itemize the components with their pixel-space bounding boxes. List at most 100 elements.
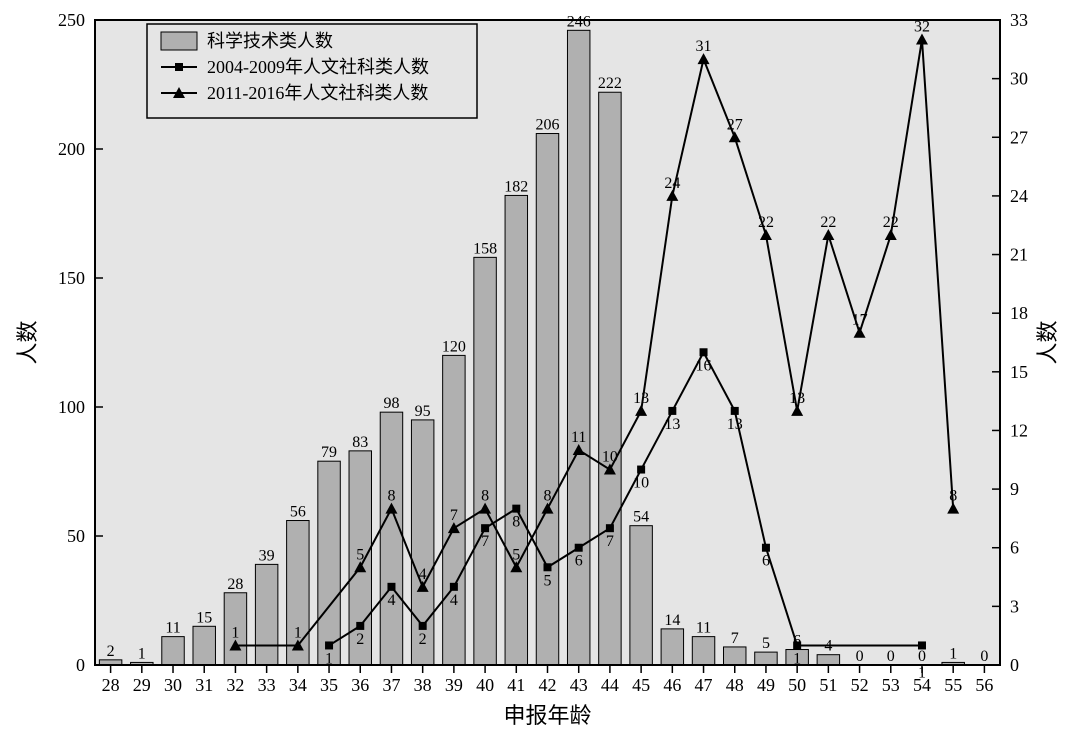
x-tick-label: 53: [882, 675, 900, 695]
bar-label: 0: [887, 648, 895, 665]
bar-label: 14: [664, 612, 680, 629]
bar: [817, 655, 839, 665]
line-point-label: 13: [664, 416, 680, 433]
line-point-label: 1: [793, 650, 801, 667]
line-point-label: 8: [481, 488, 489, 505]
bar-label: 0: [856, 648, 864, 665]
bar-label: 182: [504, 178, 528, 195]
legend-label: 2011-2016年人文社科类人数: [207, 83, 428, 103]
square-marker: [387, 583, 395, 591]
line-point-label: 2: [356, 631, 364, 648]
bar-label: 120: [442, 338, 466, 355]
x-tick-label: 48: [726, 675, 744, 695]
bar-label: 39: [259, 547, 275, 564]
line-point-label: 13: [633, 390, 649, 407]
y-right-tick-label: 27: [1010, 127, 1028, 147]
line-point-label: 10: [602, 449, 618, 466]
x-tick-label: 49: [757, 675, 775, 695]
y-right-tick-label: 21: [1010, 245, 1028, 265]
y-right-axis-label: 人数: [1035, 320, 1060, 364]
bar: [193, 626, 215, 665]
legend-label: 科学技术类人数: [207, 31, 333, 51]
x-tick-label: 29: [133, 675, 151, 695]
bar-label: 246: [567, 13, 591, 30]
x-tick-label: 40: [476, 675, 494, 695]
bar-label: 1: [949, 645, 957, 662]
y-right-tick-label: 6: [1010, 538, 1019, 558]
x-tick-label: 55: [944, 675, 962, 695]
y-right-tick-label: 3: [1010, 596, 1019, 616]
line-point-label: 1: [325, 650, 333, 667]
y-right-tick-label: 24: [1010, 186, 1028, 206]
line-point-label: 11: [571, 429, 586, 446]
line-point-label: 32: [914, 19, 930, 36]
bar: [630, 526, 652, 665]
y-right-tick-label: 30: [1010, 69, 1028, 89]
y-right-tick-label: 33: [1010, 10, 1028, 30]
line-point-label: 22: [758, 214, 774, 231]
x-tick-label: 35: [320, 675, 338, 695]
bar: [318, 461, 340, 665]
chart-container: 2111152839567983989512015818220624622254…: [0, 0, 1080, 750]
x-tick-label: 33: [258, 675, 276, 695]
bar-label: 15: [196, 609, 212, 626]
square-marker: [918, 641, 926, 649]
line-point-label: 16: [696, 357, 712, 374]
line-point-label: 5: [356, 546, 364, 563]
bar: [661, 629, 683, 665]
bar-label: 11: [165, 620, 180, 637]
line-point-label: 13: [727, 416, 743, 433]
bar: [505, 195, 527, 665]
x-tick-label: 38: [414, 675, 432, 695]
square-marker: [481, 524, 489, 532]
bar: [692, 637, 714, 665]
line-point-label: 6: [575, 553, 583, 570]
bar-label: 28: [227, 576, 243, 593]
square-marker: [356, 622, 364, 630]
x-tick-label: 43: [570, 675, 588, 695]
x-axis-label: 申报年龄: [503, 703, 591, 728]
line-point-label: 1: [918, 664, 926, 681]
y-left-tick-label: 100: [58, 397, 85, 417]
x-tick-label: 45: [632, 675, 650, 695]
bar: [724, 647, 746, 665]
line-point-label: 4: [419, 566, 427, 583]
x-tick-label: 30: [164, 675, 182, 695]
line-point-label: 10: [633, 475, 649, 492]
y-left-tick-label: 0: [76, 655, 85, 675]
bar-label: 54: [633, 509, 649, 526]
bar: [599, 92, 621, 665]
line-point-label: 5: [512, 546, 520, 563]
bar: [380, 412, 402, 665]
x-tick-label: 42: [539, 675, 557, 695]
y-left-tick-label: 50: [67, 526, 85, 546]
x-tick-label: 41: [507, 675, 525, 695]
x-tick-label: 32: [226, 675, 244, 695]
x-tick-label: 39: [445, 675, 463, 695]
bar-label: 206: [536, 117, 560, 134]
bar-label: 56: [290, 504, 306, 521]
bar-label: 79: [321, 444, 337, 461]
y-right-tick-label: 12: [1010, 420, 1028, 440]
bar-label: 158: [473, 240, 497, 257]
line-point-label: 8: [949, 488, 957, 505]
square-marker: [325, 641, 333, 649]
x-tick-label: 47: [695, 675, 713, 695]
x-tick-label: 56: [975, 675, 993, 695]
line-point-label: 5: [544, 572, 552, 589]
x-tick-label: 50: [788, 675, 806, 695]
x-tick-label: 44: [601, 675, 619, 695]
x-tick-label: 28: [102, 675, 120, 695]
bar-label: 5: [762, 635, 770, 652]
y-left-tick-label: 150: [58, 268, 85, 288]
line-point-label: 7: [606, 533, 614, 550]
bar-label: 1: [138, 645, 146, 662]
y-right-tick-label: 15: [1010, 362, 1028, 382]
bar: [567, 30, 589, 665]
square-marker: [544, 563, 552, 571]
y-right-tick-label: 18: [1010, 303, 1028, 323]
bar-label: 7: [731, 630, 739, 647]
bar-label: 95: [415, 403, 431, 420]
line-point-label: 4: [450, 592, 458, 609]
line-point-label: 7: [450, 507, 458, 524]
